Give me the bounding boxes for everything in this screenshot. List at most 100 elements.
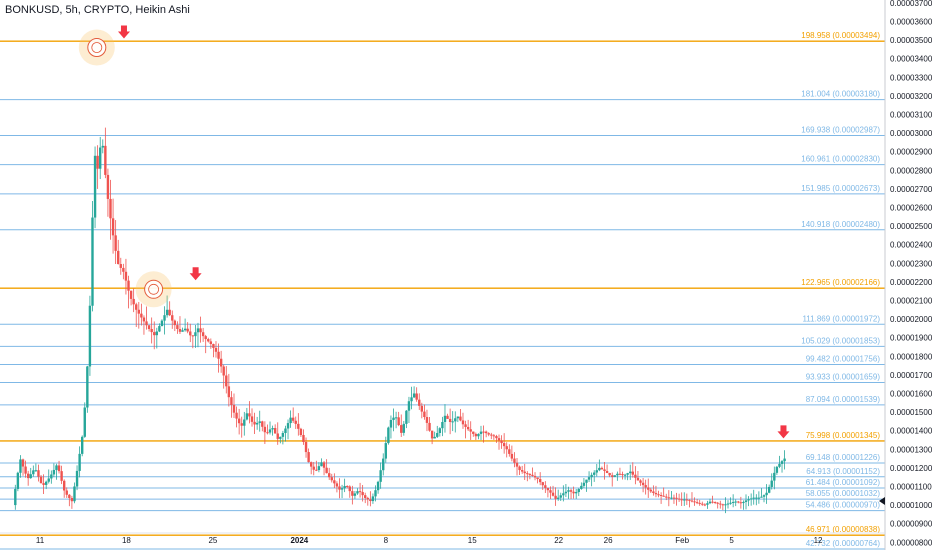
candle-body [461, 420, 465, 425]
candle-body [263, 426, 267, 433]
candle-body [402, 423, 406, 433]
candle-body [523, 471, 526, 474]
candle-body [80, 436, 84, 454]
candle-body [412, 393, 416, 398]
candle-body [505, 446, 508, 450]
time-tick-label: 25 [208, 536, 217, 545]
candle-body [711, 501, 714, 503]
candle-body [685, 499, 689, 501]
price-axis[interactable]: 0.00003700 0.00003600 0.00003500 0.00003400… [890, 0, 932, 547]
candle-body [173, 320, 177, 326]
candle-body [441, 421, 444, 429]
candle-body [667, 497, 671, 499]
candle-body [340, 488, 344, 490]
candle-body [783, 458, 786, 462]
price-tick-label: 0.00003700 [890, 0, 932, 8]
candle-body [649, 489, 653, 492]
level-label: 122.965 (0.00002166) [801, 278, 880, 287]
candle-body [320, 462, 323, 467]
candle-body [466, 426, 470, 430]
candle-body [317, 466, 321, 471]
candle-body [528, 474, 532, 476]
level-label: 87.094 (0.00001539) [806, 395, 881, 404]
candle-body [232, 404, 236, 413]
candle-body [405, 410, 408, 424]
candle-body [364, 495, 367, 498]
candle-body [639, 480, 642, 483]
candle-body [703, 504, 707, 506]
candle-body [86, 366, 89, 408]
candle-body [482, 431, 485, 433]
candle-body [39, 476, 43, 484]
candle-body [765, 492, 768, 496]
candle-body [623, 474, 627, 476]
candle-body [268, 429, 272, 433]
candle-body [479, 431, 483, 434]
candle-body [281, 433, 285, 437]
time-axis[interactable]: 11 18 25 2024 8 15 22 26 Feb 5 12 [36, 536, 823, 545]
candle-body [433, 436, 436, 439]
candle-body [672, 497, 676, 499]
candle-body [536, 477, 539, 480]
candle-body [580, 485, 583, 489]
candle-body [276, 433, 279, 439]
candles [14, 127, 786, 514]
candle-body [353, 493, 357, 496]
candle-body [68, 494, 71, 498]
price-tick-label: 0.00001800 [890, 352, 932, 361]
candle-body [598, 467, 601, 471]
candle-body [325, 467, 328, 474]
candle-body [551, 492, 555, 496]
candle-body [683, 499, 686, 501]
candle-body [611, 475, 614, 477]
candle-body [196, 328, 200, 333]
candle-body [436, 433, 439, 437]
candle-body [176, 325, 179, 329]
candle-body [204, 336, 207, 340]
candle-body [739, 502, 743, 504]
price-tick-label: 0.00002500 [890, 222, 932, 231]
candle-body [582, 482, 586, 486]
price-tick-label: 0.00001900 [890, 334, 932, 343]
candle-body [415, 393, 418, 400]
candle-body [248, 413, 251, 417]
candle-body [616, 473, 619, 476]
candle-body [142, 317, 146, 322]
candle-body [577, 488, 580, 493]
time-tick-label: 18 [122, 536, 131, 545]
price-tick-label: 0.00003500 [890, 36, 932, 45]
time-tick-label: Feb [675, 536, 689, 545]
candle-body [585, 479, 588, 483]
candle-body [778, 463, 781, 467]
level-label: 54.486 (0.00000970) [806, 501, 881, 510]
candle-body [502, 443, 506, 447]
candle-body [675, 497, 678, 499]
price-tick-label: 0.00002100 [890, 296, 932, 305]
price-tick-label: 0.00002400 [890, 241, 932, 250]
level-label: 42.732 (0.00000764) [806, 539, 881, 548]
candle-body [500, 440, 503, 444]
chart-title: BONKUSD, 5h, CRYPTO, Heikin Ashi [5, 4, 190, 16]
candle-body [93, 155, 97, 218]
level-label: 61.484 (0.00001092) [806, 478, 881, 487]
candle-body [145, 321, 148, 326]
candle-body [371, 496, 375, 502]
price-tick-label: 0.00002000 [890, 315, 932, 324]
candle-body [737, 501, 740, 503]
candle-body [518, 466, 521, 471]
price-tick-label: 0.00003400 [890, 55, 932, 64]
candle-body [219, 358, 223, 367]
candle-body [83, 407, 86, 437]
candle-body [497, 438, 501, 441]
candle-body [418, 399, 421, 406]
candle-body [716, 502, 719, 504]
candle-body [16, 472, 20, 489]
candle-body [382, 458, 385, 471]
candle-body [490, 434, 493, 436]
candle-body [307, 452, 310, 463]
price-tick-label: 0.00003100 [890, 110, 932, 119]
candle-body [122, 267, 125, 272]
candle-body [109, 198, 112, 219]
candle-body [42, 483, 45, 485]
